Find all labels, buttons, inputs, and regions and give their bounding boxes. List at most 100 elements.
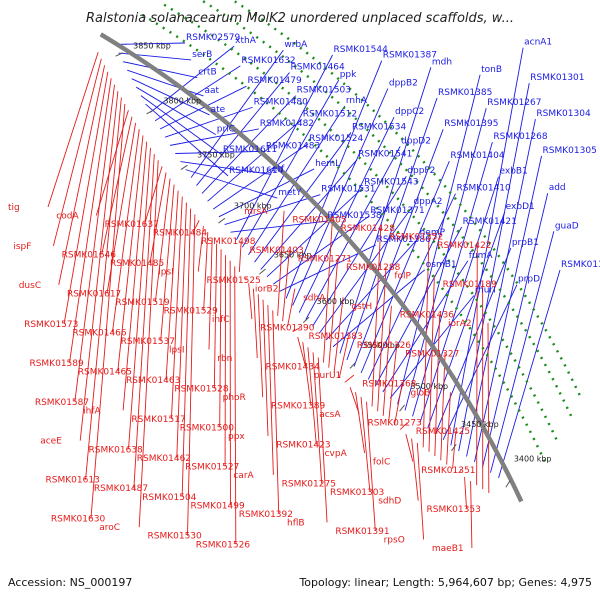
reverse-leader-line <box>192 220 200 233</box>
reverse-leader-line <box>52 58 102 247</box>
reverse-gene-label: sdhD <box>378 497 401 507</box>
reverse-gene-label: RSMK01573 <box>24 320 78 330</box>
reverse-gene-label: RSMK01527 <box>185 462 239 472</box>
tick-mark <box>349 362 356 369</box>
reverse-gene-label: purU1 <box>314 371 341 381</box>
forward-leader-line <box>266 187 364 278</box>
reverse-leader-line <box>333 297 344 373</box>
reverse-gene-label: sdhA <box>303 293 326 303</box>
forward-leader-line <box>292 88 389 306</box>
forward-gene-label: etf <box>272 164 285 174</box>
forward-gene-label: RSMK01371 <box>370 206 424 216</box>
reverse-leader-line <box>106 122 137 294</box>
position-ticks: 3850 kbp 3800 kbp 3750 kbp 3700 kbp 3650 kbp… <box>115 41 552 488</box>
tick-mark <box>505 480 511 488</box>
forward-leader-line <box>127 69 204 97</box>
tick-mark <box>146 109 154 115</box>
forward-leader-line <box>260 159 358 270</box>
forward-leader-line <box>170 128 259 146</box>
reverse-leader-line <box>74 84 115 402</box>
reverse-gene-label: phoR <box>223 393 246 403</box>
reverse-leader-line <box>476 244 478 486</box>
reverse-leader-line <box>292 327 301 333</box>
reverse-leader-line <box>366 401 376 531</box>
reverse-gene-label: RSMK01630 <box>51 515 106 525</box>
reverse-leader-line <box>219 249 222 428</box>
forward-leader-line <box>367 193 456 380</box>
reverse-leader-line <box>248 283 253 320</box>
reverse-gene-label: rpsO <box>384 536 405 546</box>
forward-gene-label: RSMK02579 <box>186 33 241 43</box>
forward-leader-line <box>305 146 401 320</box>
reverse-gene-label: RSMK01528 <box>174 384 229 394</box>
forward-gene-label: RSMK01512 <box>303 109 357 119</box>
reverse-gene-label: RSMK01392 <box>239 510 293 520</box>
reverse-gene-label: RSMK01271 <box>298 254 352 264</box>
forward-leader-line <box>466 119 536 457</box>
forward-gene-label: RSMK01267 <box>487 98 541 108</box>
forward-leader-line <box>412 141 493 417</box>
forward-leader-line <box>254 132 352 263</box>
reverse-gene-label: mrsA <box>244 207 268 217</box>
reverse-gene-label: RSMK01189 <box>443 280 498 290</box>
forward-gene-label: add <box>549 183 566 193</box>
tick-mark <box>451 444 457 452</box>
reverse-leader-line <box>165 190 179 380</box>
tick-label: 3800 kbp <box>163 97 201 106</box>
forward-leader-line <box>458 83 530 452</box>
reverse-leader-line <box>197 226 204 272</box>
reverse-gene-label: RSMK01303 <box>330 488 384 498</box>
reverse-leader-line <box>138 160 159 528</box>
forward-gene-label: crtB <box>198 68 216 78</box>
reverse-gene-label: cvpA <box>325 449 348 459</box>
forward-gene-label: RSMK01524 <box>309 134 364 144</box>
reverse-leader-line <box>252 288 258 359</box>
reverse-gene-label: RSMK01613 <box>46 476 100 486</box>
forward-leader-line <box>248 105 346 255</box>
reverse-leader-line <box>234 266 237 545</box>
forward-gene-label: dppC2 <box>395 107 424 117</box>
forward-gene-label: dppA2 <box>413 197 442 207</box>
reverse-leader-line <box>181 208 192 497</box>
reverse-gene-label: RSMK01462 <box>137 454 191 464</box>
forward-gene-label: mdh <box>432 57 452 67</box>
forward-leader-line <box>150 45 235 113</box>
reverse-leader-line <box>238 241 242 273</box>
tick-label: 3400 kbp <box>514 455 552 464</box>
reverse-gene-label: RSMK01487 <box>94 484 148 494</box>
reverse-leader-line <box>203 232 209 311</box>
reverse-leader-line <box>487 322 490 494</box>
reverse-leader-line <box>47 52 99 208</box>
reverse-leader-line <box>213 243 218 389</box>
reverse-leader-line <box>282 249 290 322</box>
reverse-leader-line <box>95 110 129 216</box>
forward-leader-line <box>190 49 284 178</box>
reverse-leader-line <box>416 442 425 540</box>
reverse-leader-line <box>267 305 274 475</box>
tick-mark <box>399 404 405 412</box>
forward-leader-line <box>212 143 309 210</box>
reverse-gene-label: dusC <box>19 281 41 291</box>
reverse-gene-label: carA <box>233 471 254 481</box>
reverse-gene-label: iorB2 <box>255 285 279 295</box>
reverse-leader-line <box>128 147 151 450</box>
forward-gene-label: dppD2 <box>401 136 431 146</box>
reverse-gene-label: RSMK01434 <box>266 363 321 373</box>
forward-gene-label: prlC <box>217 125 235 135</box>
reverse-gene-label: RSMK01519 <box>115 298 170 308</box>
reverse-leader-line <box>458 469 462 474</box>
forward-gene-label: dppF2 <box>407 166 435 176</box>
forward-leader-line <box>224 194 321 225</box>
gene-leader-lines <box>47 42 561 549</box>
forward-leader-line <box>419 176 499 423</box>
reverse-gene-label: RSMK01465 <box>78 367 132 377</box>
forward-gene-label: RSMK01503 <box>297 86 351 96</box>
reverse-leader-line <box>63 71 109 324</box>
forward-gene-label: hemL <box>315 159 340 169</box>
reverse-leader-line <box>411 438 419 501</box>
backbone-ring <box>99 32 524 503</box>
reverse-gene-label: iorA2 <box>448 319 472 329</box>
reverse-leader-line <box>144 166 163 225</box>
reverse-gene-label: lpsI <box>158 268 174 278</box>
forward-gene-label: metY <box>278 188 302 198</box>
